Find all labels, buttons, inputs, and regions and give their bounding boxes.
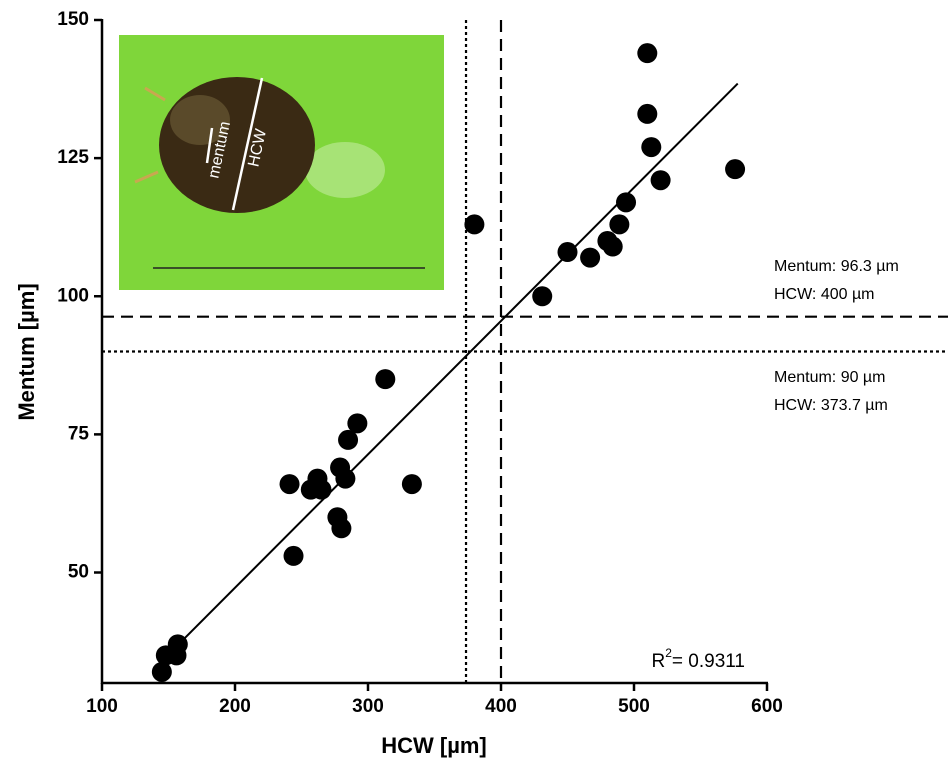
data-point <box>616 192 637 213</box>
data-point <box>464 214 485 235</box>
data-point <box>347 413 368 434</box>
data-point <box>650 170 671 191</box>
r-symbol: R <box>652 651 666 672</box>
data-point <box>641 137 662 158</box>
data-point <box>151 661 172 682</box>
inset-photo: mentum HCW <box>119 35 444 290</box>
annotation: Mentum: 96.3 µm <box>774 258 899 275</box>
data-point <box>532 286 553 307</box>
data-point <box>375 369 396 390</box>
r-squared: R2= 0.9311 <box>652 646 746 672</box>
annotation: HCW: 400 µm <box>774 286 875 303</box>
data-point <box>338 429 359 450</box>
data-point <box>609 214 630 235</box>
data-point <box>637 103 658 124</box>
data-point <box>557 242 578 263</box>
data-point <box>725 159 746 180</box>
x-tick-label: 100 <box>86 696 118 717</box>
data-point <box>279 474 300 495</box>
y-tick-label: 75 <box>68 423 90 444</box>
annotation: HCW: 373.7 µm <box>774 397 888 414</box>
r-exponent: 2 <box>665 646 672 660</box>
data-point <box>283 545 304 566</box>
data-point <box>331 518 352 539</box>
data-point <box>335 468 356 489</box>
data-point <box>401 474 422 495</box>
r-value: = 0.9311 <box>672 651 745 672</box>
photo-mentum-line <box>205 127 214 164</box>
data-point <box>580 247 601 268</box>
data-point <box>311 479 332 500</box>
x-tick-label: 500 <box>618 696 650 717</box>
photo-hcw-line <box>231 77 264 211</box>
y-tick-label: 150 <box>57 9 89 30</box>
y-tick-label: 100 <box>57 285 89 306</box>
photo-antenna <box>134 170 159 184</box>
y-tick-label: 50 <box>68 562 89 583</box>
fit-line <box>155 82 739 668</box>
x-tick-label: 300 <box>352 696 384 717</box>
data-point <box>637 43 658 64</box>
x-axis-label: HCW [µm] <box>381 733 487 758</box>
y-axis-label: Mentum [µm] <box>14 283 39 420</box>
data-point <box>602 236 623 257</box>
x-tick-label: 200 <box>219 696 251 717</box>
annotation: Mentum: 90 µm <box>774 369 885 386</box>
photo-antenna <box>144 86 166 102</box>
photo-highlight <box>305 142 385 198</box>
x-tick-label: 400 <box>485 696 517 717</box>
x-tick-label: 600 <box>751 696 783 717</box>
y-tick-label: 125 <box>57 147 89 168</box>
photo-eye <box>170 95 230 145</box>
data-point <box>167 634 188 655</box>
